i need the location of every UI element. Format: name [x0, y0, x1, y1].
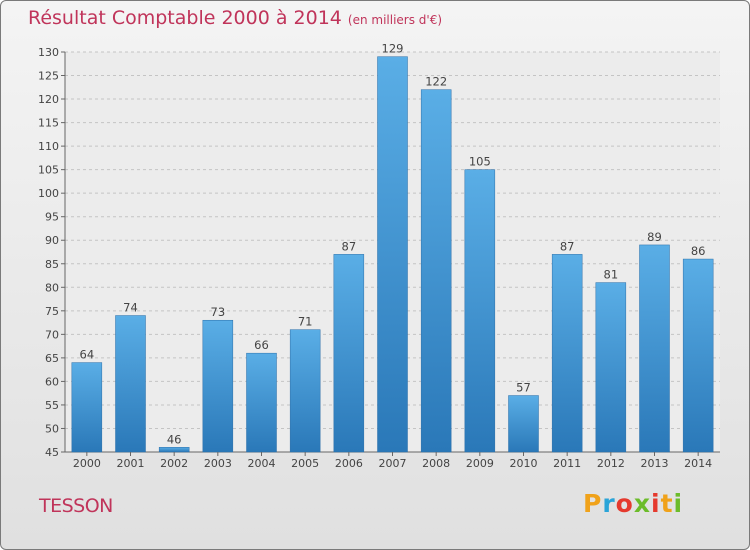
y-tick-label: 50 — [45, 422, 59, 435]
y-tick-label: 75 — [45, 305, 59, 318]
bar-2014 — [682, 258, 714, 453]
data-label-2008: 122 — [425, 75, 447, 89]
y-tick-label: 80 — [45, 281, 59, 294]
x-tick-label-2007: 2007 — [379, 457, 407, 470]
bar-2008 — [420, 89, 452, 453]
x-tick-label-2012: 2012 — [597, 457, 625, 470]
data-label-2001: 74 — [123, 301, 138, 315]
x-tick-label-2008: 2008 — [422, 457, 450, 470]
x-tick-label-2006: 2006 — [335, 457, 363, 470]
proxiti-logo: Proxiti — [583, 489, 684, 518]
y-tick-label: 65 — [45, 352, 59, 365]
bar-2005 — [289, 329, 321, 453]
y-tick-label: 45 — [45, 446, 59, 459]
y-tick-label: 100 — [38, 187, 59, 200]
data-label-2011: 87 — [560, 239, 575, 253]
x-tick-label-2014: 2014 — [684, 457, 712, 470]
bar-2002 — [158, 447, 190, 453]
y-tick-label: 110 — [38, 140, 59, 153]
x-tick-label-2001: 2001 — [117, 457, 145, 470]
bar-2011 — [551, 254, 583, 453]
chart-title: Résultat Comptable 2000 à 2014 (en millie… — [28, 7, 442, 29]
y-tick-label: 125 — [38, 70, 59, 83]
bar-2003 — [202, 319, 234, 453]
y-tick-label: 70 — [45, 328, 59, 341]
data-label-2002: 46 — [167, 432, 182, 446]
chart-unit: (en milliers d'€) — [347, 13, 443, 27]
y-tick-label: 120 — [38, 93, 59, 106]
y-tick-label: 85 — [45, 258, 59, 271]
data-label-2009: 105 — [469, 155, 491, 169]
data-label-2014: 86 — [691, 244, 706, 258]
x-tick-label-2002: 2002 — [160, 457, 188, 470]
data-label-2000: 64 — [80, 348, 95, 362]
y-tick-label: 130 — [38, 46, 59, 59]
commune-name: TESSON — [39, 495, 113, 517]
y-tick-label: 115 — [38, 117, 59, 130]
bar-2004 — [246, 352, 277, 453]
x-tick-label-2011: 2011 — [553, 457, 581, 470]
data-label-2003: 73 — [211, 305, 226, 319]
x-tick-label-2005: 2005 — [291, 457, 319, 470]
y-tick-label: 95 — [45, 211, 59, 224]
data-label-2010: 57 — [516, 381, 531, 395]
x-tick-label-2000: 2000 — [73, 457, 101, 470]
x-tick-label-2009: 2009 — [466, 457, 494, 470]
y-tick-label: 105 — [38, 164, 59, 177]
x-tick-label-2004: 2004 — [248, 457, 276, 470]
y-tick-label: 60 — [45, 375, 59, 388]
bar-2009 — [464, 169, 496, 453]
data-label-2012: 81 — [604, 268, 619, 282]
data-label-2007: 129 — [382, 42, 404, 56]
bar-2000 — [71, 362, 103, 453]
data-label-2006: 87 — [342, 239, 357, 253]
bar-2010 — [508, 395, 539, 453]
bar-2013 — [639, 244, 670, 453]
bar-2001 — [115, 315, 146, 453]
x-tick-label-2003: 2003 — [204, 457, 232, 470]
y-tick-label: 90 — [45, 234, 59, 247]
x-tick-label-2010: 2010 — [510, 457, 538, 470]
bar-2006 — [333, 254, 365, 453]
data-label-2005: 71 — [298, 315, 313, 329]
bar-2007 — [377, 56, 408, 453]
bar-2012 — [595, 282, 627, 453]
data-label-2004: 66 — [254, 338, 269, 352]
y-tick-label: 55 — [45, 399, 59, 412]
chart-title-text: Résultat Comptable 2000 à 2014 — [28, 7, 342, 29]
x-tick-label-2013: 2013 — [641, 457, 669, 470]
data-label-2013: 89 — [647, 230, 662, 244]
